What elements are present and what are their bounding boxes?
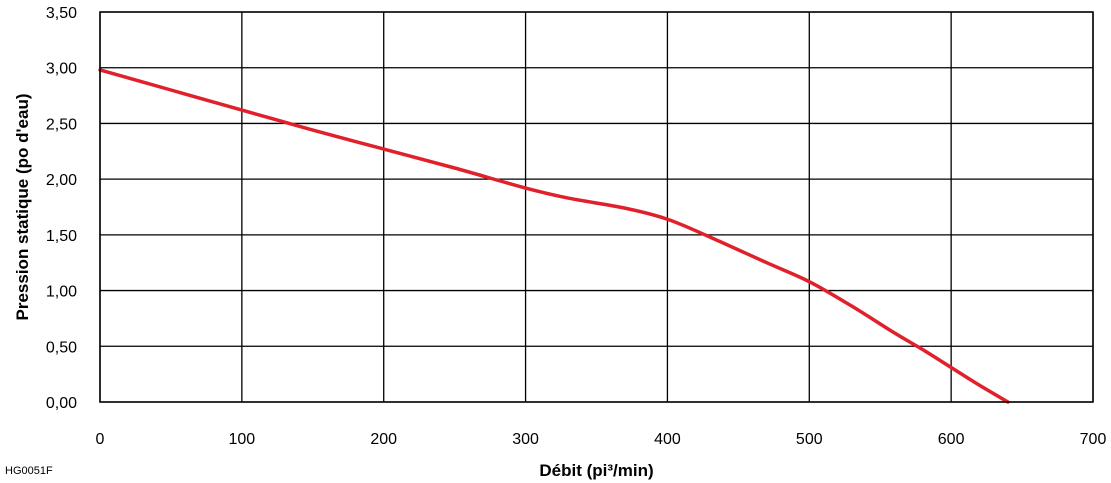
x-tick-labels: 0 100 200 300 400 500 600 700 [96,431,1107,448]
x-tick-label: 500 [796,431,823,448]
x-tick-label: 200 [370,431,397,448]
figure-code: HG0051F [5,465,53,477]
y-tick-label: 0,00 [46,395,77,412]
y-tick-label: 3,00 [46,61,77,78]
y-tick-label: 2,50 [46,116,77,133]
x-tick-label: 300 [512,431,539,448]
series-line [98,68,1010,404]
series-group [98,68,1010,404]
y-tick-label: 1,50 [46,228,77,245]
y-tick-label: 2,00 [46,172,77,189]
y-tick-labels: 0,00 0,50 1,00 1,50 2,00 2,50 3,00 3,50 [46,5,77,412]
y-axis-title: Pression statique (po d'eau) [13,94,32,321]
x-tick-label: 700 [1080,431,1107,448]
x-tick-label: 400 [654,431,681,448]
plot-frame [99,11,1094,403]
x-tick-label: 100 [229,431,256,448]
x-tick-label: 600 [938,431,965,448]
x-axis-title: Débit (pi³/min) [539,461,653,480]
y-tick-label: 0,50 [46,339,77,356]
y-tick-label: 1,00 [46,284,77,301]
x-tick-label: 0 [96,431,105,448]
y-tick-label: 3,50 [46,5,77,22]
grid-lines [99,11,1094,403]
